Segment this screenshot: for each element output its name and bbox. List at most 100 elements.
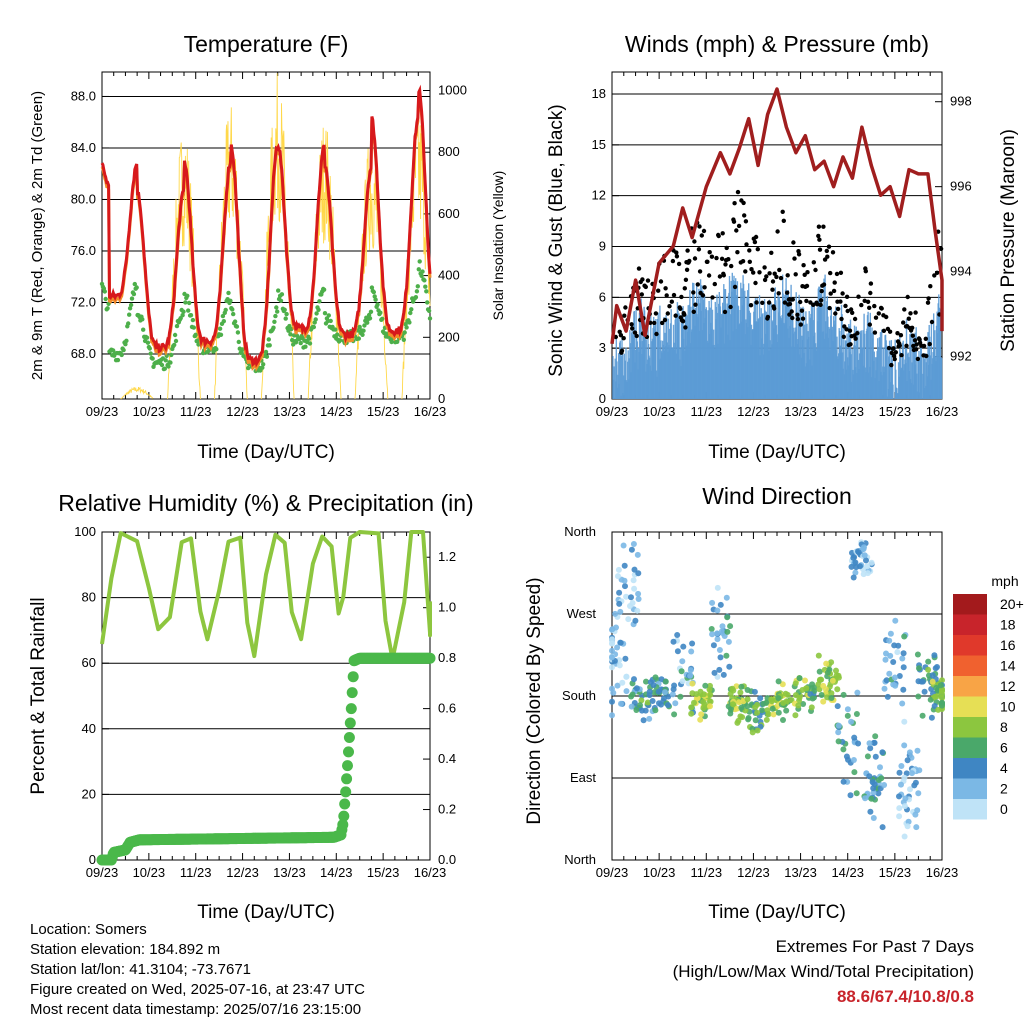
gust-point bbox=[815, 302, 820, 307]
gust-point bbox=[928, 284, 933, 289]
dewpoint-point bbox=[128, 302, 134, 308]
legend-swatch bbox=[953, 594, 987, 615]
dewpoint-point bbox=[316, 307, 321, 312]
direction-point bbox=[707, 703, 713, 710]
direction-point bbox=[845, 756, 851, 763]
direction-point bbox=[674, 632, 681, 638]
gust-point bbox=[740, 259, 746, 264]
gust-point bbox=[670, 258, 676, 264]
winds-xlabel: Time (Day/UTC) bbox=[708, 442, 846, 463]
gust-point bbox=[667, 304, 672, 309]
direction-point bbox=[700, 705, 707, 712]
gust-point bbox=[826, 244, 832, 249]
direction-point bbox=[688, 648, 695, 655]
dewpoint-point bbox=[275, 309, 280, 314]
gust-point bbox=[743, 219, 749, 224]
direction-point bbox=[609, 698, 615, 705]
direction-point bbox=[894, 649, 901, 656]
x-tick-label: 15/23 bbox=[367, 404, 400, 419]
direction-point bbox=[744, 687, 751, 693]
direction-point bbox=[900, 664, 907, 671]
dewpoint-point bbox=[169, 352, 174, 358]
direction-point bbox=[730, 701, 736, 708]
direction-point bbox=[727, 706, 734, 712]
y-tick-label: 20 bbox=[82, 786, 96, 801]
direction-point bbox=[644, 699, 651, 706]
gust-point bbox=[702, 285, 707, 290]
gust-point bbox=[914, 342, 919, 347]
direction-point bbox=[751, 688, 758, 695]
direction-point bbox=[700, 691, 707, 698]
dewpoint-point bbox=[223, 307, 228, 313]
gust-point bbox=[845, 308, 850, 314]
pressure-line bbox=[610, 87, 944, 345]
legend-label: 16 bbox=[1000, 637, 1016, 653]
gust-point bbox=[879, 306, 884, 311]
gust-point bbox=[764, 274, 769, 279]
direction-point bbox=[693, 695, 700, 702]
direction-point bbox=[752, 704, 759, 711]
dewpoint-point bbox=[103, 296, 108, 302]
dewpoint-point bbox=[230, 307, 235, 312]
gust-point bbox=[766, 300, 772, 305]
direction-tick-label: South bbox=[562, 688, 596, 703]
gust-point bbox=[714, 255, 719, 261]
direction-point bbox=[702, 682, 709, 689]
direction-point bbox=[708, 626, 715, 632]
pressure-ylabel: Station Pressure (Maroon) bbox=[998, 129, 1019, 352]
gust-point bbox=[776, 291, 781, 296]
direction-point bbox=[616, 589, 623, 596]
y-right-tick-label: 998 bbox=[950, 94, 972, 109]
direction-point bbox=[866, 773, 873, 780]
direction-point bbox=[867, 808, 874, 815]
direction-point bbox=[792, 712, 799, 719]
direction-point bbox=[834, 703, 841, 710]
y-tick-label: 15 bbox=[592, 137, 606, 152]
direction-point bbox=[632, 617, 639, 624]
direction-point bbox=[848, 563, 855, 570]
gust-point bbox=[653, 311, 659, 316]
gust-point bbox=[753, 234, 759, 240]
direction-point bbox=[623, 688, 630, 695]
winds-panel: Winds (mph) & Pressure (mb) Time (Day/UTC… bbox=[546, 31, 1019, 463]
precip-point bbox=[339, 798, 351, 810]
gust-point bbox=[862, 298, 867, 303]
dewpoint-point bbox=[124, 338, 129, 343]
gust-point bbox=[897, 343, 902, 348]
direction-point bbox=[915, 693, 922, 700]
dewpoint-point bbox=[148, 351, 153, 356]
gust-point bbox=[872, 330, 878, 335]
legend-swatch bbox=[953, 758, 987, 779]
gust-point bbox=[732, 201, 737, 206]
direction-point bbox=[900, 686, 907, 693]
direction-point bbox=[870, 789, 877, 796]
dewpoint-point bbox=[127, 312, 132, 317]
gust-point bbox=[695, 282, 700, 287]
y-tick-label: 88.0 bbox=[71, 88, 96, 103]
gust-point bbox=[932, 273, 937, 278]
direction-point bbox=[612, 610, 619, 617]
direction-point bbox=[901, 833, 908, 840]
dewpoint-point bbox=[226, 290, 231, 296]
legend-label: 18 bbox=[1000, 617, 1016, 633]
dewpoint-point bbox=[402, 330, 407, 335]
insolation-line bbox=[401, 107, 431, 400]
dewpoint-point bbox=[356, 336, 361, 341]
gust-point bbox=[848, 342, 853, 347]
dewpoint-point bbox=[131, 291, 137, 297]
gust-point bbox=[775, 229, 780, 234]
gust-point bbox=[691, 290, 696, 295]
direction-point bbox=[828, 695, 835, 701]
direction-point bbox=[717, 601, 724, 608]
dewpoint-point bbox=[335, 332, 340, 337]
gust-point bbox=[729, 263, 734, 269]
insolation-line bbox=[120, 386, 154, 400]
dewpoint-point bbox=[231, 311, 236, 317]
gust-point bbox=[818, 298, 824, 303]
direction-point bbox=[861, 552, 868, 559]
direction-point bbox=[937, 682, 944, 689]
dewpoint-point bbox=[313, 317, 318, 322]
dewpoint-point bbox=[420, 269, 425, 274]
gust-point bbox=[828, 270, 833, 276]
dewpoint-point bbox=[163, 358, 168, 363]
